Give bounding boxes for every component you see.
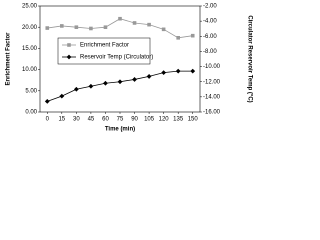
- point: [161, 27, 166, 32]
- legend-marker: [66, 54, 72, 60]
- x-tick-label: 45: [88, 117, 95, 123]
- series-line: [47, 18, 193, 39]
- y2-tick-label: -4.00: [203, 19, 217, 25]
- legend-marker: [67, 43, 71, 47]
- y-tick-label: 5.00: [25, 88, 37, 94]
- point: [73, 86, 79, 92]
- point: [89, 26, 93, 31]
- point: [190, 68, 196, 74]
- y2-tick-label: -14.00: [203, 94, 221, 100]
- point: [175, 68, 181, 74]
- x-axis-title: Time (min): [105, 127, 135, 133]
- x-tick-label: 150: [188, 117, 199, 123]
- point: [132, 77, 137, 82]
- x-tick-label: 105: [144, 117, 155, 123]
- point: [147, 22, 151, 27]
- y2-tick-label: -16.00: [203, 110, 221, 116]
- x-tick-label: 0: [46, 117, 50, 123]
- x-tick-label: 15: [58, 117, 65, 123]
- point: [118, 16, 122, 21]
- y-tick-label: 0.00: [25, 110, 37, 116]
- point: [132, 21, 137, 25]
- y2-tick-label: -12.00: [203, 79, 221, 85]
- point: [88, 83, 94, 89]
- point: [59, 93, 65, 99]
- y-tick-label: 15.00: [22, 46, 38, 52]
- point: [146, 74, 152, 79]
- point: [74, 25, 79, 29]
- y-tick-label: 10.00: [22, 67, 38, 73]
- y2-tick-label: -2.00: [203, 4, 217, 10]
- y2-tick-label: -8.00: [203, 49, 217, 55]
- legend-label: Enrichment Factor: [80, 43, 129, 49]
- x-tick-label: 60: [102, 117, 109, 123]
- y2-tick-label: -10.00: [203, 64, 221, 70]
- point: [117, 79, 123, 85]
- point: [161, 70, 167, 76]
- y-tick-label: 25.00: [22, 4, 38, 10]
- x-tick-label: 120: [159, 117, 170, 123]
- chart: Time (min) Enrichment Factor Circulator …: [6, 4, 253, 133]
- point: [190, 33, 195, 38]
- x-tick-label: 90: [131, 117, 138, 123]
- x-tick-label: 75: [117, 117, 124, 123]
- y2-axis-title: Circulator Reservoir Temp (°C): [246, 15, 252, 102]
- legend-box: [57, 37, 151, 65]
- x-tick-label: 30: [73, 117, 80, 123]
- point: [44, 99, 50, 104]
- series-line: [47, 70, 193, 102]
- y-tick-label: 20.00: [22, 25, 38, 31]
- point: [176, 36, 180, 40]
- point: [60, 24, 64, 28]
- point: [103, 25, 108, 29]
- y-axis-title: Enrichment Factor: [6, 32, 12, 86]
- legend-label: Reservoir Temp (Circulator): [80, 55, 153, 61]
- point: [45, 26, 50, 30]
- point: [103, 80, 108, 86]
- x-tick-label: 135: [173, 117, 184, 123]
- y2-tick-label: -6.00: [203, 34, 217, 40]
